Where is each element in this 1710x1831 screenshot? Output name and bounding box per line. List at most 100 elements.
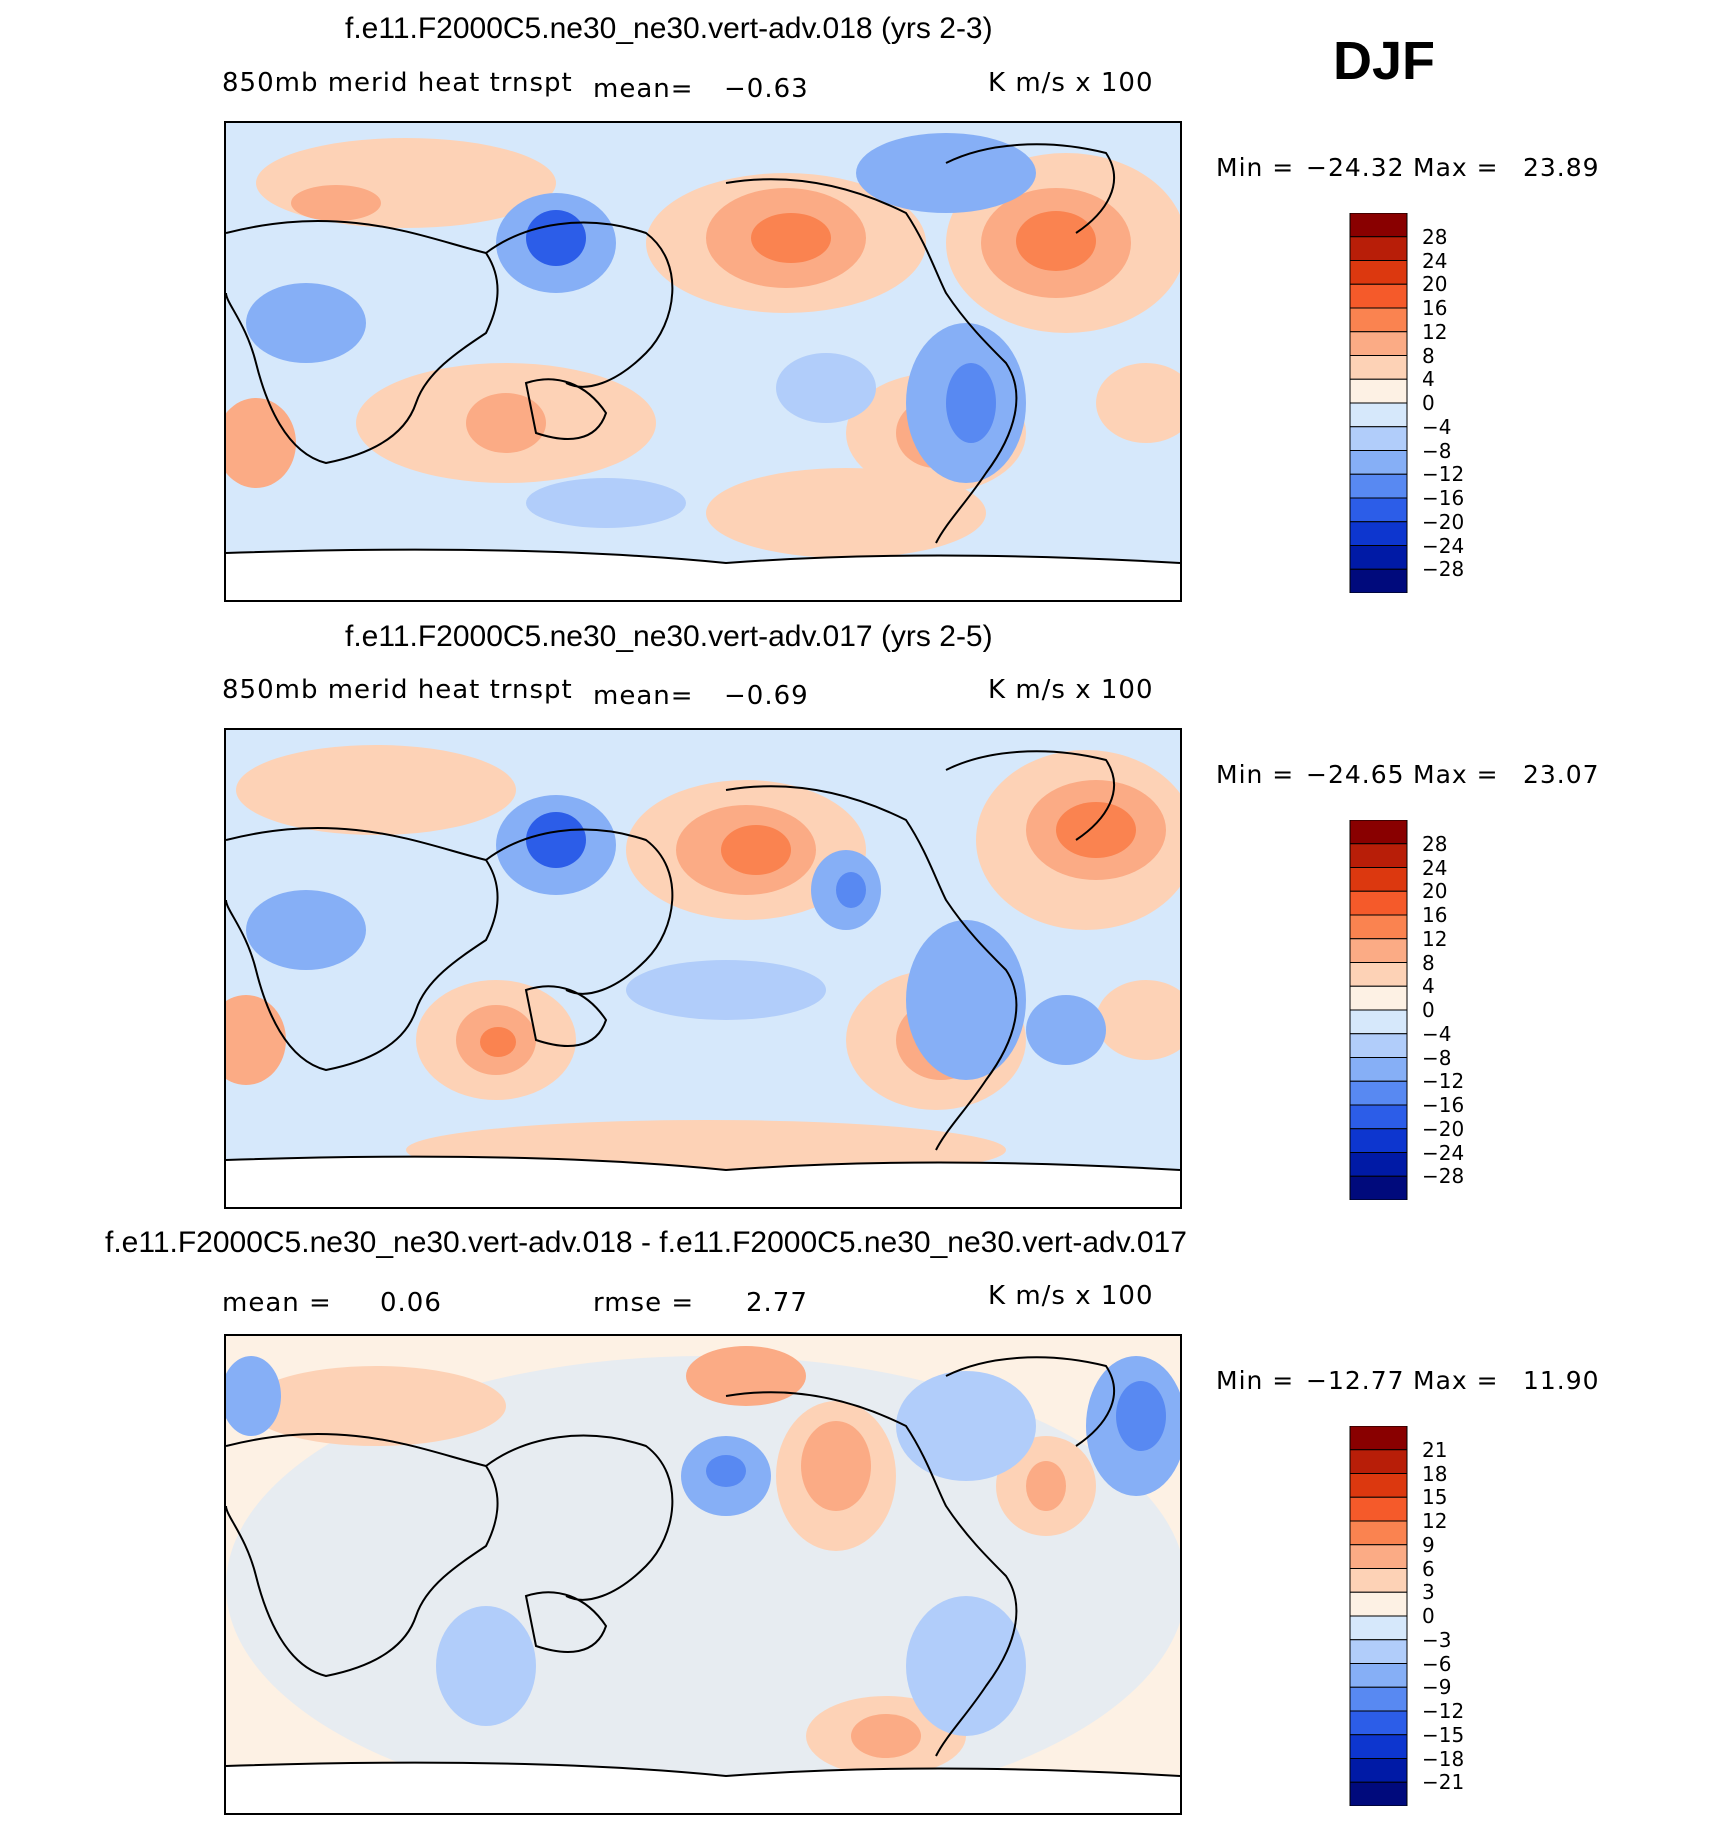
colorbar-tick-label: −4	[1422, 414, 1452, 439]
panel2-title: f.e11.F2000C5.ne30_ne30.vert-adv.017 (yr…	[345, 620, 993, 653]
colorbar-swatch	[1349, 1449, 1408, 1474]
colorbar-tick-label: 8	[1422, 950, 1435, 975]
colorbar-swatch	[1349, 1544, 1408, 1569]
colorbar-tick-label: 6	[1422, 1556, 1435, 1581]
colorbar-tick-label: 16	[1422, 903, 1448, 927]
colorbar-tick-label: −20	[1422, 509, 1465, 534]
colorbar-tick-label: −18	[1422, 1746, 1465, 1771]
panel3-title: f.e11.F2000C5.ne30_ne30.vert-adv.018 - f…	[105, 1226, 1187, 1259]
colorbar-tick-label: 16	[1422, 296, 1448, 320]
panel2-colorbar	[1349, 819, 1408, 1205]
panel2-max-value: 23.07	[1523, 760, 1600, 789]
colorbar-tick-label: 4	[1422, 367, 1435, 392]
colorbar-tick-label: 20	[1422, 272, 1448, 297]
colorbar-tick-label: −20	[1422, 1116, 1465, 1141]
colorbar-swatch	[1349, 867, 1408, 892]
panel3-units: K m/s x 100	[988, 1281, 1154, 1311]
colorbar-swatch	[1349, 1473, 1408, 1498]
colorbar-swatch	[1349, 212, 1408, 238]
colorbar-swatch	[1349, 985, 1408, 1011]
colorbar-tick-label: −21	[1422, 1770, 1465, 1795]
panel1-max-value: 23.89	[1523, 153, 1600, 182]
colorbar-swatch	[1349, 914, 1408, 940]
colorbar-swatch	[1349, 1781, 1408, 1807]
colorbar-tick-label: 0	[1422, 998, 1435, 1022]
colorbar-swatch	[1349, 378, 1408, 404]
colorbar-swatch	[1349, 1496, 1408, 1522]
panel3-map	[224, 1334, 1182, 1815]
colorbar-tick-label: −12	[1422, 462, 1465, 487]
colorbar-tick-label: −28	[1422, 1164, 1465, 1189]
colorbar-tick-label: 8	[1422, 343, 1435, 368]
colorbar-tick-label: 24	[1422, 855, 1448, 880]
colorbar-tick-label: 15	[1422, 1485, 1448, 1510]
panel1-units: K m/s x 100	[988, 68, 1154, 98]
panel2-units: K m/s x 100	[988, 675, 1154, 705]
colorbar-swatch	[1349, 1175, 1408, 1201]
panel3-rmse-label: rmse =	[593, 1288, 695, 1318]
colorbar-swatch	[1349, 1080, 1408, 1106]
season-label: DJF	[1333, 31, 1436, 91]
colorbar-tick-label: 4	[1422, 974, 1435, 999]
colorbar-tick-label: −8	[1422, 438, 1452, 463]
colorbar-swatch	[1349, 260, 1408, 285]
panel1-variable: 850mb merid heat trnspt	[222, 68, 573, 98]
colorbar-tick-label: 0	[1422, 391, 1435, 415]
panel3-min-label: Min =	[1216, 1366, 1295, 1395]
colorbar-swatch	[1349, 1425, 1408, 1451]
colorbar-tick-label: 24	[1422, 248, 1448, 273]
panel1-mean-label: mean=	[593, 74, 694, 104]
colorbar-swatch	[1349, 1639, 1408, 1664]
colorbar-swatch	[1349, 938, 1408, 963]
colorbar-tick-label: −12	[1422, 1069, 1465, 1094]
colorbar-swatch	[1349, 1686, 1408, 1712]
colorbar-swatch	[1349, 1663, 1408, 1688]
panel3-mean-label: mean =	[222, 1288, 332, 1318]
panel1-min-value: −24.32	[1306, 153, 1405, 182]
panel3-max-label: Max =	[1413, 1366, 1499, 1395]
panel2-mean-label: mean=	[593, 681, 694, 711]
colorbar-tick-label: 12	[1422, 319, 1448, 344]
colorbar-swatch	[1349, 1033, 1408, 1058]
colorbar-swatch	[1349, 236, 1408, 261]
colorbar-swatch	[1349, 1128, 1408, 1153]
colorbar-tick-label: 21	[1422, 1437, 1448, 1462]
colorbar-tick-label: −16	[1422, 1093, 1465, 1117]
colorbar-tick-label: −6	[1422, 1651, 1452, 1676]
colorbar-swatch	[1349, 1734, 1408, 1759]
panel2-mean-value: −0.69	[724, 681, 809, 711]
colorbar-tick-label: 12	[1422, 1509, 1448, 1533]
colorbar-tick-label: 18	[1422, 1461, 1448, 1486]
colorbar-swatch	[1349, 1568, 1408, 1593]
colorbar-tick-label: −28	[1422, 557, 1465, 582]
panel3-rmse-value: 2.77	[746, 1288, 808, 1318]
colorbar-tick-label: −9	[1422, 1675, 1452, 1700]
colorbar-tick-label: −12	[1422, 1699, 1465, 1723]
panel1-min-label: Min =	[1216, 153, 1295, 182]
colorbar-swatch	[1349, 473, 1408, 499]
colorbar-tick-label: 28	[1422, 224, 1448, 249]
panel1-title: f.e11.F2000C5.ne30_ne30.vert-adv.018 (yr…	[345, 12, 993, 45]
panel1-map	[224, 121, 1182, 602]
panel1-colorbar	[1349, 212, 1408, 598]
colorbar-swatch	[1349, 331, 1408, 356]
colorbar-swatch	[1349, 890, 1408, 916]
panel3-mean-value: 0.06	[380, 1288, 442, 1318]
colorbar-swatch	[1349, 1710, 1408, 1736]
colorbar-swatch	[1349, 1758, 1408, 1783]
colorbar-tick-label: −8	[1422, 1045, 1452, 1070]
colorbar-swatch	[1349, 1615, 1408, 1641]
colorbar-swatch	[1349, 283, 1408, 309]
panel1-max-label: Max =	[1413, 153, 1499, 182]
colorbar-tick-label: −15	[1422, 1722, 1465, 1747]
colorbar-tick-label: −16	[1422, 486, 1465, 510]
panel1-mean-value: −0.63	[724, 74, 809, 104]
panel2-variable: 850mb merid heat trnspt	[222, 675, 573, 705]
panel3-colorbar	[1349, 1425, 1408, 1811]
colorbar-swatch	[1349, 1591, 1408, 1617]
colorbar-swatch	[1349, 545, 1408, 570]
panel3-max-value: 11.90	[1523, 1366, 1600, 1395]
colorbar-swatch	[1349, 1057, 1408, 1082]
panel2-min-value: −24.65	[1306, 760, 1405, 789]
colorbar-tick-label: −24	[1422, 533, 1465, 558]
